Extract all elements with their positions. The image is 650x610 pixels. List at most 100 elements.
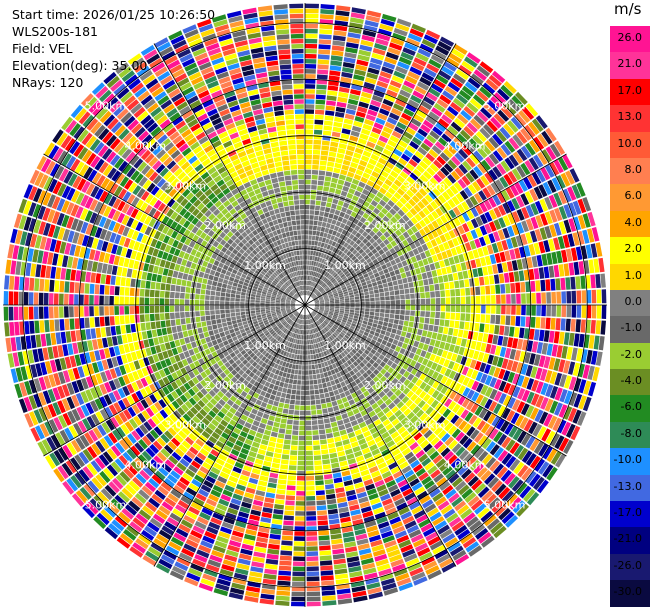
- velocity-gate: [293, 354, 298, 360]
- velocity-gate: [374, 262, 381, 268]
- velocity-gate: [498, 486, 511, 500]
- velocity-gate: [419, 76, 432, 87]
- velocity-gate: [314, 289, 318, 294]
- velocity-gate: [354, 293, 359, 297]
- velocity-gate: [320, 242, 325, 248]
- velocity-gate: [332, 259, 337, 265]
- velocity-gate: [319, 434, 327, 440]
- velocity-gate: [332, 317, 337, 321]
- velocity-gate: [261, 512, 272, 519]
- velocity-gate: [422, 156, 432, 166]
- velocity-gate: [319, 306, 325, 308]
- velocity-gate: [485, 441, 496, 453]
- velocity-gate: [291, 338, 295, 343]
- velocity-gate: [364, 248, 371, 254]
- velocity-gate: [260, 401, 268, 408]
- velocity-gate: [314, 338, 318, 344]
- velocity-gate: [518, 110, 531, 124]
- velocity-gate: [264, 497, 275, 504]
- velocity-gate: [313, 310, 318, 314]
- velocity-gate: [335, 301, 340, 304]
- velocity-gate: [244, 438, 253, 446]
- velocity-gate: [539, 198, 549, 212]
- velocity-gate: [412, 406, 421, 415]
- velocity-gate: [315, 315, 319, 320]
- velocity-gate: [369, 290, 374, 295]
- velocity-gate: [317, 221, 323, 227]
- velocity-gate: [299, 355, 303, 360]
- velocity-gate: [484, 255, 492, 266]
- velocity-gate: [219, 471, 230, 480]
- velocity-gate: [381, 431, 390, 440]
- velocity-gate: [237, 435, 246, 443]
- velocity-gate: [431, 332, 438, 340]
- velocity-gate: [460, 296, 466, 305]
- velocity-gate: [334, 311, 339, 314]
- velocity-gate: [235, 440, 244, 447]
- velocity-gate: [453, 73, 466, 85]
- velocity-gate: [318, 44, 331, 50]
- velocity-gate: [366, 406, 374, 414]
- velocity-gate: [187, 534, 201, 544]
- velocity-gate: [243, 465, 253, 472]
- velocity-gate: [491, 480, 503, 493]
- velocity-gate: [600, 320, 606, 335]
- velocity-gate: [492, 150, 504, 162]
- velocity-gate: [454, 417, 464, 428]
- velocity-gate: [324, 333, 329, 339]
- velocity-gate: [519, 327, 525, 339]
- velocity-gate: [265, 370, 271, 377]
- velocity-gate: [531, 118, 544, 132]
- velocity-gate: [393, 568, 408, 577]
- velocity-gate: [319, 165, 327, 171]
- velocity-gate: [435, 207, 444, 217]
- velocity-gate: [320, 560, 333, 566]
- velocity-gate: [347, 98, 359, 106]
- velocity-gate: [380, 153, 390, 161]
- velocity-gate: [480, 295, 486, 304]
- velocity-gate: [409, 185, 418, 194]
- velocity-gate: [479, 225, 488, 236]
- velocity-gate: [276, 341, 281, 347]
- velocity-gate: [390, 170, 399, 179]
- velocity-gate: [457, 225, 465, 235]
- velocity-gate: [343, 224, 350, 231]
- velocity-gate: [441, 251, 448, 260]
- velocity-gate: [472, 331, 479, 341]
- velocity-gate: [210, 489, 222, 498]
- velocity-gate: [421, 38, 436, 49]
- velocity-gate: [188, 483, 200, 492]
- velocity-gate: [467, 250, 475, 260]
- velocity-gate: [441, 191, 451, 201]
- velocity-gate: [349, 363, 356, 370]
- velocity-gate: [355, 261, 362, 267]
- velocity-gate: [468, 349, 475, 359]
- velocity-gate: [383, 166, 392, 174]
- velocity-gate: [350, 509, 361, 516]
- velocity-gate: [410, 533, 424, 543]
- velocity-gate: [601, 305, 607, 319]
- velocity-gate: [440, 65, 455, 77]
- velocity-gate: [413, 340, 420, 348]
- velocity-gate: [327, 337, 332, 343]
- velocity-gate: [512, 151, 524, 164]
- velocity-gate: [268, 383, 275, 389]
- velocity-gate: [280, 550, 293, 556]
- velocity-gate: [378, 391, 386, 398]
- velocity-gate: [397, 413, 406, 422]
- velocity-gate: [352, 285, 357, 290]
- velocity-gate: [292, 348, 296, 354]
- velocity-gate: [293, 317, 297, 322]
- velocity-gate: [317, 520, 329, 526]
- velocity-gate: [541, 305, 546, 317]
- velocity-gate: [351, 157, 360, 164]
- velocity-gate: [325, 349, 330, 355]
- velocity-gate: [313, 384, 319, 390]
- velocity-gate: [391, 275, 397, 281]
- velocity-gate: [513, 461, 525, 475]
- velocity-gate: [379, 466, 390, 475]
- velocity-gate: [337, 96, 348, 103]
- velocity-gate: [333, 266, 339, 272]
- velocity-gate: [353, 523, 365, 531]
- velocity-gate: [185, 487, 197, 497]
